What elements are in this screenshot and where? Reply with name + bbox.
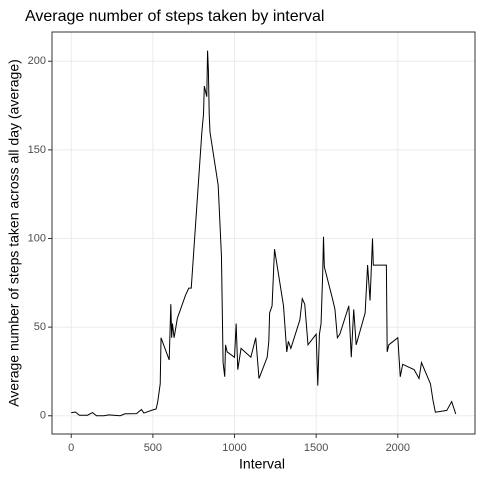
x-axis-label: Interval bbox=[239, 456, 285, 472]
panel-border bbox=[51, 31, 476, 435]
y-tick-label: 100 bbox=[28, 232, 46, 244]
x-tick-label: 1500 bbox=[304, 442, 328, 454]
x-tick-label: 2000 bbox=[386, 442, 410, 454]
y-tick-label: 0 bbox=[40, 410, 46, 422]
y-tick-label: 50 bbox=[34, 321, 46, 333]
y-axis-label: Average number of steps taken across all… bbox=[6, 59, 22, 407]
y-tick-label: 200 bbox=[28, 55, 46, 67]
chart-title: Average number of steps taken by interva… bbox=[25, 8, 324, 25]
x-tick-label: 500 bbox=[144, 442, 162, 454]
y-tick-label: 150 bbox=[28, 144, 46, 156]
data-line bbox=[71, 50, 457, 417]
x-tick-label: 0 bbox=[68, 442, 74, 454]
x-tick-label: 1000 bbox=[222, 442, 246, 454]
